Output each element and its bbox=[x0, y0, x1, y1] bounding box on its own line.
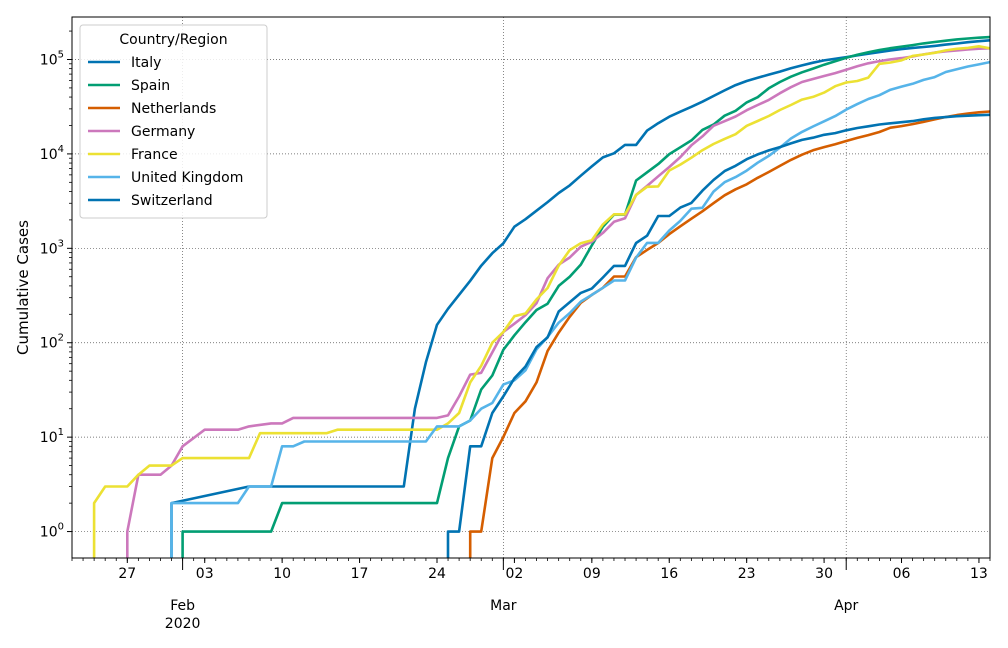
x-tick-label: 30 bbox=[815, 566, 833, 582]
x-tick-label: 16 bbox=[660, 566, 678, 582]
x-axis: 27 03 10 17 24 02 09 16 23 30 06 13 Feb 2020 Mar Apr bbox=[71, 558, 991, 632]
x-month-label: Apr bbox=[834, 598, 858, 614]
legend-label: Spain bbox=[131, 78, 170, 94]
y-axis: 100 101 102 103 104 105 bbox=[40, 30, 72, 541]
plot-frame bbox=[71, 16, 991, 559]
y-tick-label: 104 bbox=[40, 144, 64, 163]
y-tick-label: 100 bbox=[40, 522, 64, 541]
x-month-label: Mar bbox=[490, 598, 517, 614]
x-tick-label: 06 bbox=[893, 566, 911, 582]
x-tick-label: 17 bbox=[351, 566, 369, 582]
legend-label: United Kingdom bbox=[131, 170, 243, 186]
series-line-italy bbox=[170, 39, 990, 558]
legend-box bbox=[79, 24, 268, 219]
series-line-spain bbox=[181, 35, 990, 558]
legend-label: Switzerland bbox=[131, 193, 213, 209]
x-tick-label: 03 bbox=[196, 566, 214, 582]
series-line-united-kingdom bbox=[170, 60, 990, 558]
y-tick-label: 105 bbox=[40, 49, 64, 68]
x-tick-label: 13 bbox=[970, 566, 988, 582]
y-tick-label: 103 bbox=[40, 238, 64, 257]
y-tick-label: 102 bbox=[40, 333, 64, 352]
series-lines bbox=[92, 35, 990, 558]
x-tick-label: 02 bbox=[505, 566, 523, 582]
x-tick-label: 27 bbox=[118, 566, 136, 582]
x-month-label: Feb bbox=[170, 598, 195, 614]
legend-title: Country/Region bbox=[119, 32, 227, 48]
series-line-netherlands bbox=[468, 110, 990, 558]
legend-label: France bbox=[131, 147, 178, 163]
y-axis-label: Cumulative Cases bbox=[14, 220, 32, 355]
legend: Country/Region Italy Spain Netherlands Germa… bbox=[79, 24, 268, 219]
x-tick-label: 10 bbox=[273, 566, 291, 582]
legend-label: Italy bbox=[131, 55, 161, 71]
legend-label: Germany bbox=[131, 124, 195, 140]
x-year-label: 2020 bbox=[165, 616, 201, 632]
legend-label: Netherlands bbox=[131, 101, 216, 117]
x-tick-label: 23 bbox=[738, 566, 756, 582]
x-tick-label: 24 bbox=[428, 566, 446, 582]
series-line-france bbox=[92, 44, 990, 558]
series-line-switzerland bbox=[446, 113, 990, 558]
x-tick-label: 09 bbox=[583, 566, 601, 582]
y-tick-label: 101 bbox=[40, 427, 64, 446]
